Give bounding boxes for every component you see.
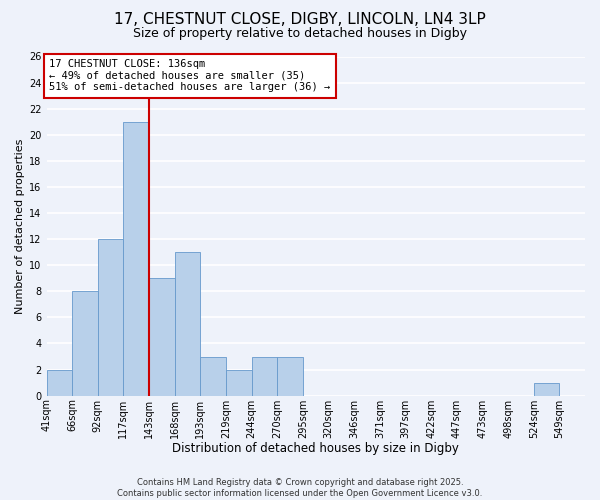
Bar [175,252,200,396]
Text: Contains HM Land Registry data © Crown copyright and database right 2025.
Contai: Contains HM Land Registry data © Crown c… [118,478,482,498]
X-axis label: Distribution of detached houses by size in Digby: Distribution of detached houses by size … [172,442,459,455]
Bar [72,292,98,396]
Text: Size of property relative to detached houses in Digby: Size of property relative to detached ho… [133,28,467,40]
Bar [534,382,559,396]
Bar [47,370,72,396]
Y-axis label: Number of detached properties: Number of detached properties [15,138,25,314]
Bar [98,239,124,396]
Bar [124,122,149,396]
Text: 17 CHESTNUT CLOSE: 136sqm
← 49% of detached houses are smaller (35)
51% of semi-: 17 CHESTNUT CLOSE: 136sqm ← 49% of detac… [49,59,331,92]
Bar [149,278,175,396]
Bar [251,356,277,396]
Bar [226,370,251,396]
Text: 17, CHESTNUT CLOSE, DIGBY, LINCOLN, LN4 3LP: 17, CHESTNUT CLOSE, DIGBY, LINCOLN, LN4 … [114,12,486,28]
Bar [277,356,303,396]
Bar [200,356,226,396]
